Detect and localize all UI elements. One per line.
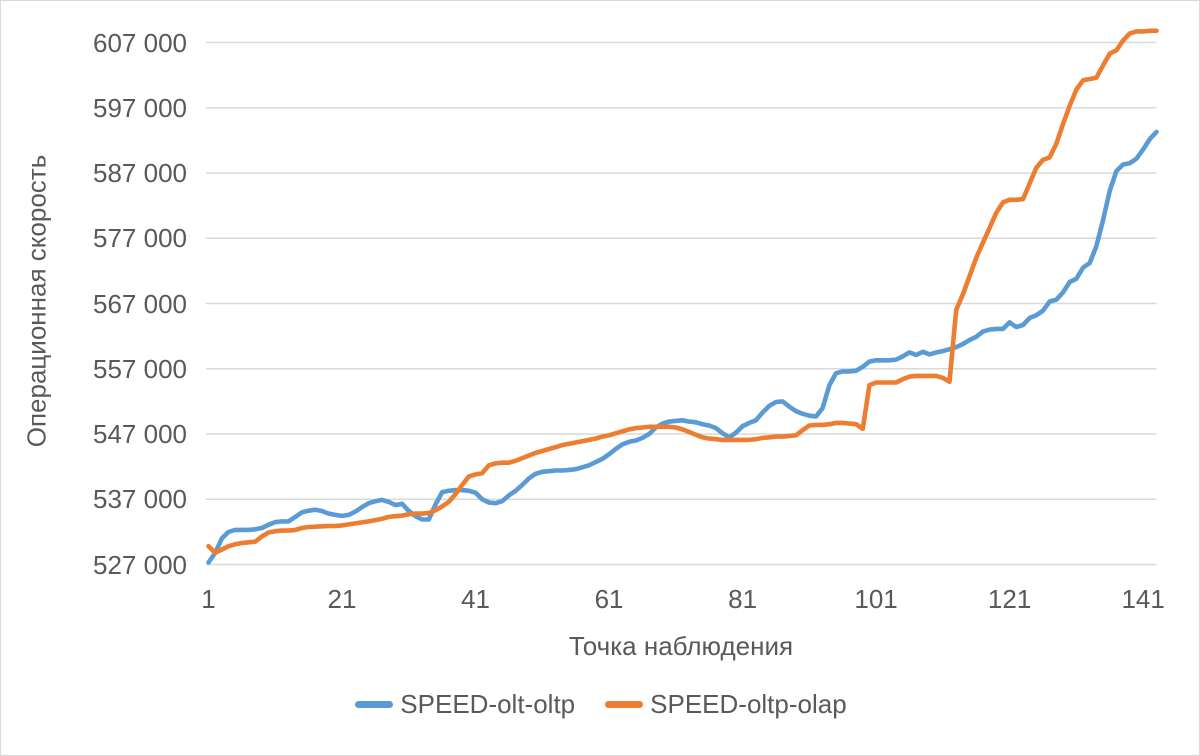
x-axis-title: Точка наблюдения	[568, 631, 794, 661]
y-tick-label: 607 000	[93, 27, 187, 58]
y-tick-label: 527 000	[93, 549, 187, 580]
series-1-swatch-icon	[355, 701, 394, 708]
series-line-SPEED-olt-oltp	[206, 129, 1159, 565]
x-tick-label: 81	[728, 584, 758, 614]
legend: SPEED-olt-oltp SPEED-oltp-olap	[1, 689, 1199, 720]
y-tick-label: 587 000	[93, 158, 187, 188]
x-tick-label: 121	[987, 584, 1032, 614]
x-tick-label: 41	[461, 584, 490, 614]
legend-item-speed-olt-oltp: SPEED-olt-oltp	[355, 689, 575, 720]
y-tick-label: 577 000	[93, 223, 187, 254]
legend-label: SPEED-olt-oltp	[400, 689, 576, 719]
y-tick-label: 547 000	[93, 419, 187, 449]
x-tick-label: 61	[594, 584, 624, 614]
x-tick-label: 1	[201, 584, 216, 614]
y-tick-label: 567 000	[93, 288, 187, 319]
series-2-swatch-icon	[605, 701, 644, 708]
y-tick-label: 557 000	[93, 353, 187, 384]
y-tick-label: 597 000	[93, 92, 187, 123]
x-tick-label: 101	[854, 584, 898, 614]
legend-label: SPEED-oltp-olap	[650, 689, 847, 719]
x-tick-label: 21	[327, 584, 357, 614]
y-tick-label: 537 000	[93, 484, 187, 515]
y-axis-title: Операционная скорость	[21, 154, 52, 448]
series-line-SPEED-oltp-olap	[206, 28, 1159, 556]
x-tick-label: 141	[1121, 584, 1165, 614]
legend-item-speed-oltp-olap: SPEED-oltp-olap	[605, 689, 847, 720]
